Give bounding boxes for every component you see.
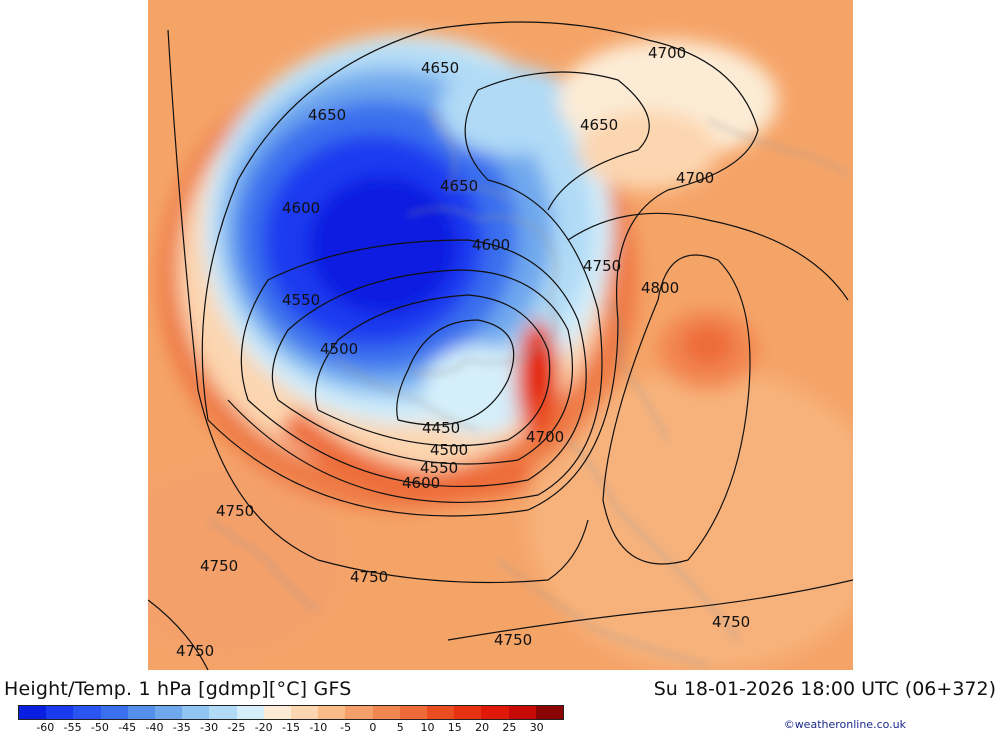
legend-tick: -60 — [36, 721, 55, 734]
contour-label: 4650 — [421, 59, 459, 77]
contour-label: 4550 — [282, 291, 320, 309]
legend-tick: -20 — [254, 721, 273, 734]
weather-map: 4700 4650 4650 4650 4650 4700 4600 4600 … — [148, 0, 853, 670]
legend-swatch — [155, 706, 183, 719]
legend-tick: -40 — [145, 721, 164, 734]
legend-tick: -50 — [90, 721, 109, 734]
legend-swatch — [127, 706, 156, 719]
contour-4750-east — [567, 212, 849, 301]
contour-label: 4800 — [641, 279, 679, 297]
legend-swatch — [73, 706, 101, 719]
contour-label: 4750 — [200, 557, 238, 575]
legend-tick: 25 — [502, 721, 517, 734]
contour-label: 4450 — [422, 419, 460, 437]
legend-swatch — [263, 706, 292, 719]
contour-label: 4550 — [420, 459, 458, 477]
contour-labels: 4700 4650 4650 4650 4650 4700 4600 4600 … — [176, 44, 750, 660]
legend-swatch — [372, 706, 400, 719]
contour-4750-sw — [148, 599, 209, 670]
contour-4500 — [314, 294, 551, 447]
contour-label: 4750 — [176, 642, 214, 660]
contour-label: 4700 — [648, 44, 686, 62]
legend-tick: 0 — [369, 721, 377, 734]
contour-label: 4600 — [472, 236, 510, 254]
contour-label: 4650 — [580, 116, 618, 134]
color-legend — [18, 705, 564, 720]
contour-label: 4700 — [676, 169, 714, 187]
contour-4800 — [602, 254, 751, 565]
legend-swatch — [508, 706, 536, 719]
legend-tick: 5 — [396, 721, 404, 734]
legend-swatch — [182, 706, 210, 719]
contour-label: 4500 — [320, 340, 358, 358]
legend-swatch — [236, 706, 264, 719]
contour-4550 — [271, 269, 574, 465]
legend-swatch — [209, 706, 237, 719]
contour-label: 4500 — [430, 441, 468, 459]
contour-label: 4750 — [583, 257, 621, 275]
credit-link[interactable]: ©weatheronline.co.uk — [783, 718, 906, 731]
contour-label: 4600 — [282, 199, 320, 217]
legend-tick: -35 — [172, 721, 191, 734]
legend-swatch — [291, 706, 319, 719]
contour-label: 4750 — [216, 502, 254, 520]
legend-tick: 30 — [529, 721, 544, 734]
contour-4750-west — [167, 29, 589, 584]
contour-label: 4750 — [350, 568, 388, 586]
legend-swatch — [535, 706, 564, 719]
legend-ticks: -60 -55 -50 -45 -40 -35 -30 -25 -20 -15 -10 -5 0 5 10 1… — [18, 721, 564, 734]
legend-tick: -45 — [118, 721, 137, 734]
legend-tick: -10 — [309, 721, 328, 734]
legend-swatch — [427, 706, 455, 719]
contour-label: 4750 — [712, 613, 750, 631]
contour-4750-south — [447, 579, 853, 641]
legend-swatch — [100, 706, 128, 719]
coastlines — [207, 109, 849, 666]
legend-swatch — [454, 706, 482, 719]
legend-swatch — [19, 706, 47, 719]
legend-tick: -55 — [63, 721, 82, 734]
contour-4600 — [240, 239, 587, 488]
contour-label: 4750 — [494, 631, 532, 649]
legend-tick: -5 — [340, 721, 352, 734]
legend-swatch — [345, 706, 373, 719]
legend-swatch — [399, 706, 428, 719]
height-contours — [148, 21, 853, 670]
contour-4450 — [396, 319, 515, 426]
temperature-field — [148, 35, 853, 670]
legend-swatch — [318, 706, 346, 719]
legend-tick: -15 — [282, 721, 300, 734]
chart-title: Height/Temp. 1 hPa [gdmp][°C] GFS — [4, 678, 352, 700]
legend-tick: -30 — [200, 721, 219, 734]
legend-swatch — [46, 706, 74, 719]
legend-swatch — [481, 706, 509, 719]
contour-label: 4650 — [440, 177, 478, 195]
legend-tick: -25 — [227, 721, 246, 734]
contour-label: 4700 — [526, 428, 564, 446]
contour-4700-outer — [201, 21, 759, 517]
valid-time: Su 18-01-2026 18:00 UTC (06+372) — [653, 678, 996, 700]
legend-tick: 15 — [447, 721, 462, 734]
legend-tick: 10 — [420, 721, 435, 734]
contour-label: 4650 — [308, 106, 346, 124]
contour-label: 4600 — [402, 474, 440, 492]
legend-tick: 20 — [475, 721, 490, 734]
contour-4650 — [227, 71, 650, 504]
